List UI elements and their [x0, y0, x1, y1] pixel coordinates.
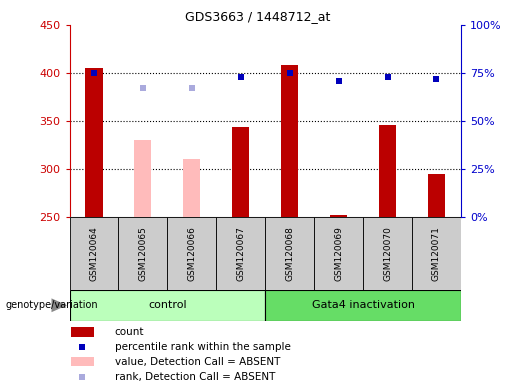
Text: GSM120071: GSM120071 — [432, 226, 441, 281]
Text: GDS3663 / 1448712_at: GDS3663 / 1448712_at — [185, 10, 330, 23]
Text: GSM120069: GSM120069 — [334, 226, 343, 281]
Text: value, Detection Call = ABSENT: value, Detection Call = ABSENT — [115, 357, 280, 367]
Text: count: count — [115, 327, 144, 337]
Bar — [265, 290, 461, 321]
Bar — [85, 68, 102, 217]
Bar — [70, 290, 265, 321]
Text: GSM120068: GSM120068 — [285, 226, 294, 281]
Bar — [183, 159, 200, 217]
Text: rank, Detection Call = ABSENT: rank, Detection Call = ABSENT — [115, 372, 275, 382]
Text: percentile rank within the sample: percentile rank within the sample — [115, 342, 291, 352]
Bar — [216, 217, 265, 290]
Bar — [265, 217, 314, 290]
Bar — [330, 215, 347, 217]
Bar — [134, 140, 151, 217]
Bar — [412, 217, 461, 290]
Text: GSM120070: GSM120070 — [383, 226, 392, 281]
Bar — [379, 125, 396, 217]
Text: genotype/variation: genotype/variation — [5, 300, 98, 310]
Text: Gata4 inactivation: Gata4 inactivation — [312, 300, 415, 310]
Text: GSM120064: GSM120064 — [90, 226, 98, 281]
Bar — [118, 217, 167, 290]
Bar — [70, 217, 118, 290]
Bar — [71, 357, 94, 366]
Text: GSM120065: GSM120065 — [139, 226, 147, 281]
Text: GSM120067: GSM120067 — [236, 226, 245, 281]
Text: control: control — [148, 300, 186, 310]
Bar — [314, 217, 363, 290]
Bar — [71, 327, 94, 337]
Bar — [281, 65, 298, 217]
Text: GSM120066: GSM120066 — [187, 226, 196, 281]
Bar — [428, 174, 445, 217]
Bar — [363, 217, 412, 290]
Polygon shape — [52, 298, 67, 312]
Bar — [232, 127, 249, 217]
Bar — [167, 217, 216, 290]
